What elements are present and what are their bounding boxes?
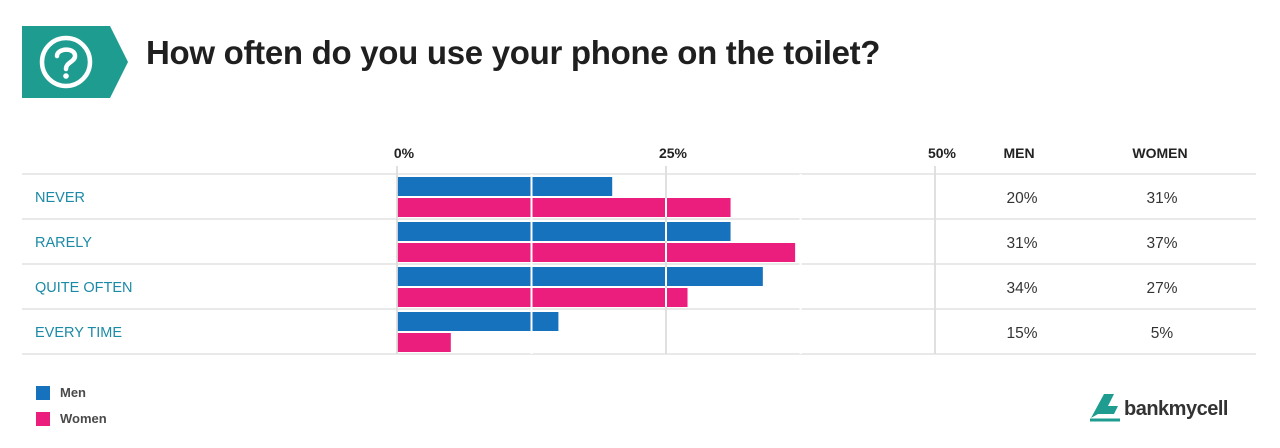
category-label: EVERY TIME [35, 325, 122, 341]
bankmycell-logo-icon [1090, 394, 1120, 422]
legend-label-women: Women [60, 411, 107, 427]
bar-women [397, 198, 731, 217]
bar-men [397, 312, 559, 331]
data-label-women: 31% [1146, 190, 1177, 207]
data-label-men: 34% [1006, 280, 1037, 297]
data-label-men: 31% [1006, 235, 1037, 252]
data-label-women: 5% [1151, 325, 1174, 342]
data-label-men: 20% [1006, 190, 1037, 207]
legend-label-men: Men [60, 385, 86, 401]
category-label: RARELY [35, 235, 92, 251]
data-label-women: 27% [1146, 280, 1177, 297]
bar-women [397, 333, 451, 352]
x-tick-label: 0% [394, 145, 415, 161]
bar-men [397, 267, 763, 286]
data-label-men: 15% [1006, 325, 1037, 342]
bar-women [397, 288, 688, 307]
logo-text: bankmycell [1124, 398, 1228, 420]
category-label: QUITE OFTEN [35, 280, 132, 296]
x-tick-label: 50% [928, 145, 957, 161]
question-icon [22, 26, 128, 98]
legend-item-men: Men [36, 384, 86, 400]
data-label-women: 37% [1146, 235, 1177, 252]
category-label: NEVER [35, 190, 85, 206]
column-header-men: MEN [1003, 145, 1034, 161]
legend-item-women: Women [36, 410, 107, 426]
bar-women [397, 243, 796, 262]
bankmycell-logo: bankmycell [1090, 394, 1228, 422]
page-title: How often do you use your phone on the t… [146, 34, 881, 71]
bar-men [397, 222, 731, 241]
column-header-women: WOMEN [1132, 145, 1187, 161]
bar-men [397, 177, 613, 196]
x-tick-label: 25% [659, 145, 688, 161]
legend-swatch-men [36, 385, 50, 400]
legend-swatch-women [36, 411, 50, 426]
